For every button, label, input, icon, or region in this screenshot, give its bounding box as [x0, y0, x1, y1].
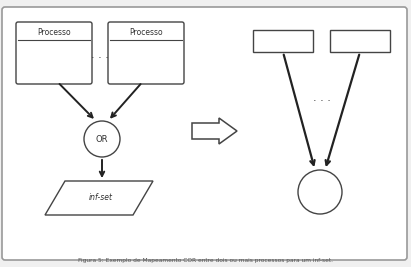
Text: Processo: Processo: [129, 28, 163, 37]
Circle shape: [298, 170, 342, 214]
Bar: [253, 30, 313, 52]
Polygon shape: [45, 181, 153, 215]
Text: OR: OR: [96, 135, 108, 143]
Text: Figura 5: Exemplo de Mapeamento COR entre dois ou mais processos para um inf-set: Figura 5: Exemplo de Mapeamento COR entr…: [78, 258, 333, 263]
Text: inf-set: inf-set: [89, 194, 113, 202]
Text: · · ·: · · ·: [312, 96, 330, 106]
Circle shape: [84, 121, 120, 157]
FancyBboxPatch shape: [2, 7, 407, 260]
Text: Processo: Processo: [37, 28, 71, 37]
Bar: [330, 30, 390, 52]
FancyBboxPatch shape: [16, 22, 92, 84]
Text: · · ·: · · ·: [91, 53, 109, 63]
Polygon shape: [192, 118, 237, 144]
FancyBboxPatch shape: [108, 22, 184, 84]
